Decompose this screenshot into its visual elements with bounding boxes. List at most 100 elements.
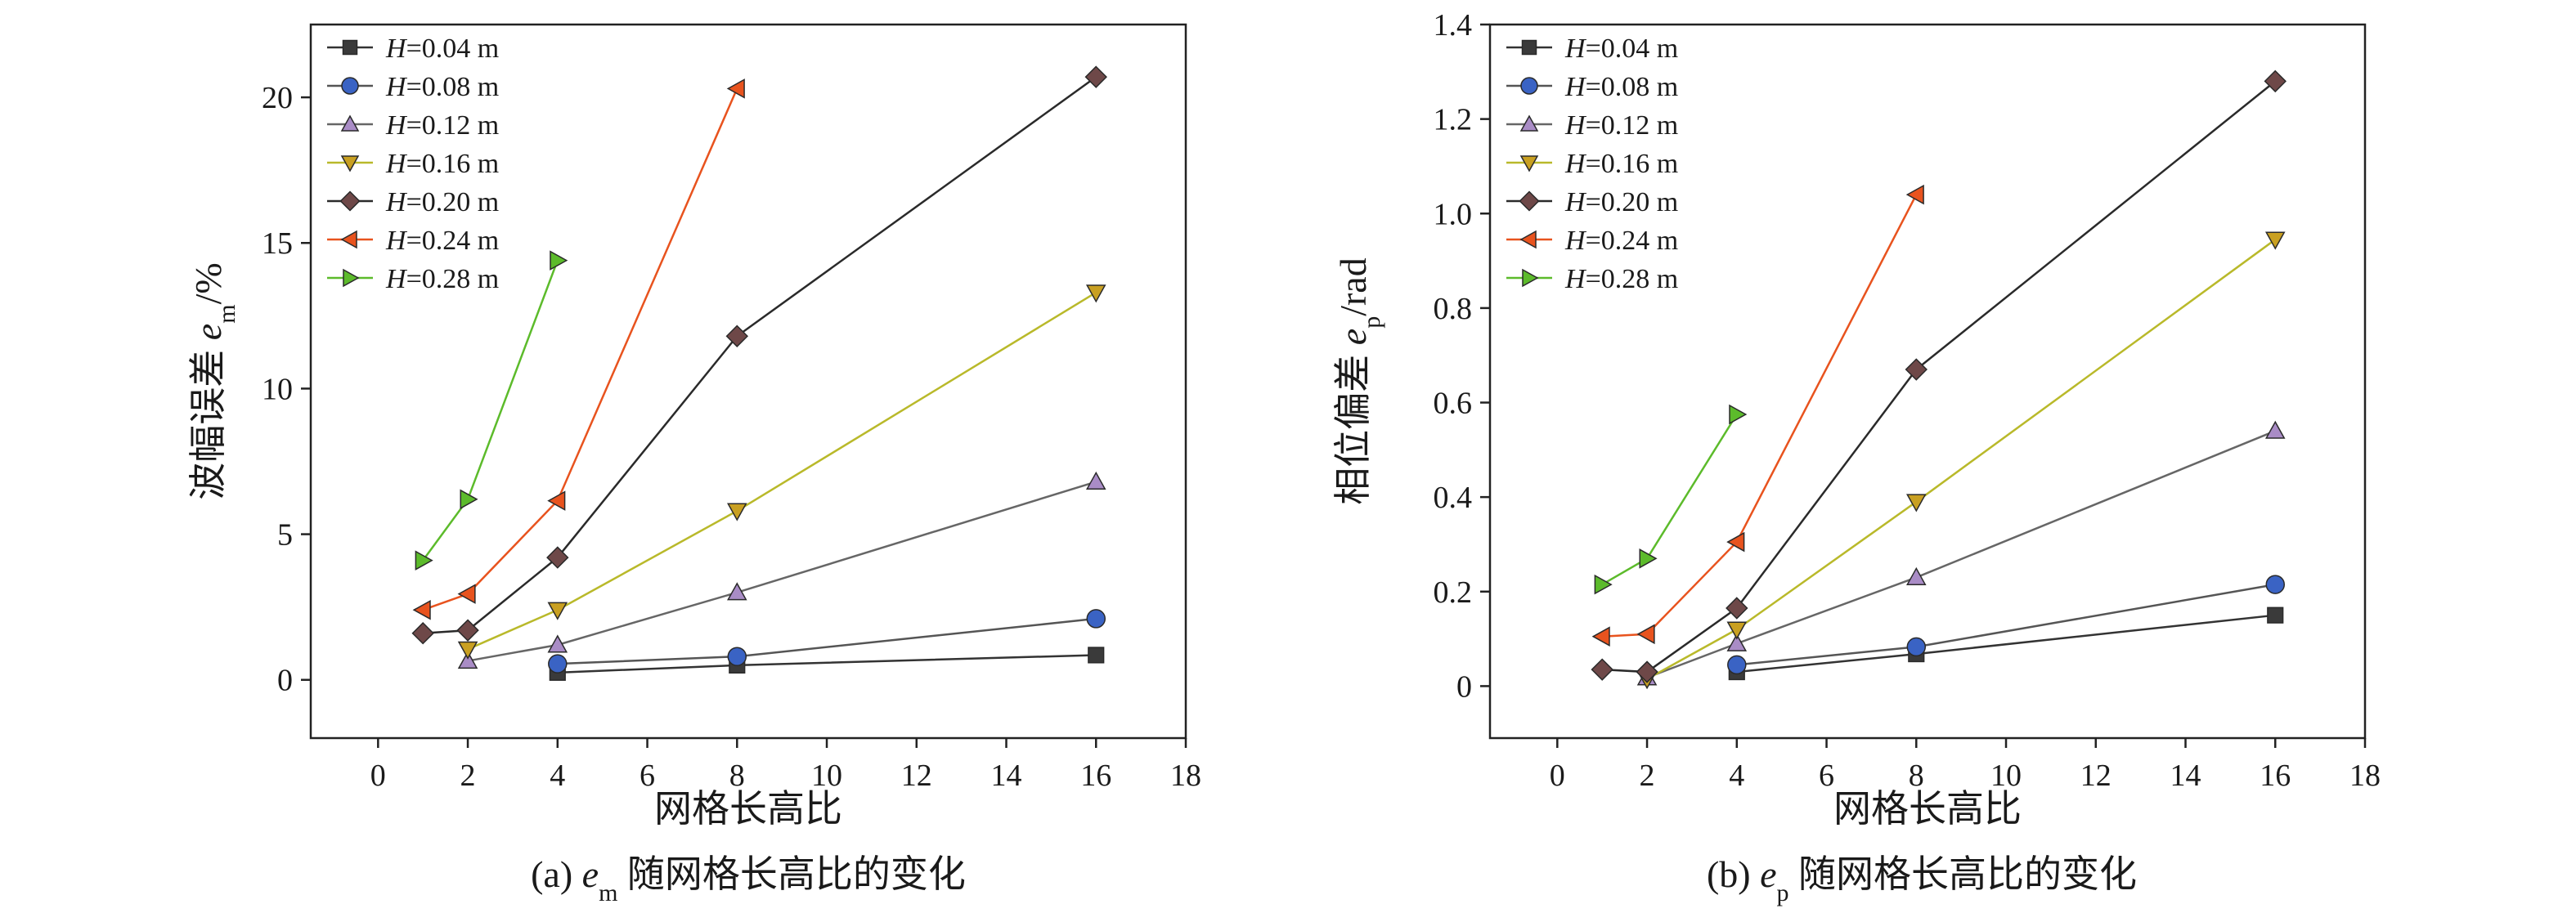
data-point <box>1726 633 1748 651</box>
y-tick-label: 0 <box>1456 669 1472 704</box>
data-point <box>547 602 568 620</box>
x-tick-label: 12 <box>901 759 932 793</box>
data-point <box>1726 597 1748 620</box>
plot-frame <box>309 23 1187 740</box>
data-point <box>1906 566 1927 585</box>
x-axis-title: 网格长高比 <box>654 788 842 830</box>
data-point <box>460 489 478 510</box>
series-line <box>422 260 559 562</box>
legend-label-h-0-28: H=0.28 m <box>1564 264 1678 294</box>
data-point <box>2264 420 2286 439</box>
plot-frame <box>1488 23 2367 740</box>
series-line <box>1601 414 1738 586</box>
y-tick-label: 0.6 <box>1434 387 1473 421</box>
x-tick-label: 8 <box>729 759 745 793</box>
x-tick-label: 2 <box>1640 759 1655 793</box>
data-point <box>1084 65 1107 88</box>
data-point <box>1905 358 1928 381</box>
legend-label-h-0-28: H=0.28 m <box>385 264 499 294</box>
legend-label-h-0-16: H=0.16 m <box>1564 149 1678 179</box>
x-tick-label: 0 <box>370 759 386 793</box>
y-axis-title-variable: e <box>187 324 229 340</box>
data-point <box>1086 609 1106 629</box>
series-h-0-28 <box>415 250 568 571</box>
figure-caption-prefix: (b) <box>1707 853 1760 895</box>
legend-marker <box>340 114 360 132</box>
x-tick-label: 12 <box>2080 759 2112 793</box>
legend-marker <box>1519 190 1540 212</box>
legend-label-h-0-24: H=0.24 m <box>385 226 499 256</box>
figure-caption-suffix: 随网格长高比的变化 <box>617 853 966 895</box>
y-axis-title-prefix: 波幅误差 <box>187 340 229 500</box>
data-point <box>1906 637 1927 657</box>
legend-label-h-0-20: H=0.20 m <box>385 187 499 217</box>
figure-caption-suffix: 随网格长高比的变化 <box>1789 853 2138 895</box>
legend: H=0.04 m H=0.08 m H=0.12 m H=0.16 m H=0.20 m… <box>1506 34 1678 294</box>
legend-marker <box>341 77 359 95</box>
chart-panel-b: 0 2 4 6 8 10 12 14 16 18 0 0.2 0.4 0.6 0.8 1.0 1.2 1.4 网格长… <box>1332 8 2381 906</box>
series-line <box>1646 430 2276 679</box>
legend-label-h-0-20: H=0.20 m <box>1564 187 1678 217</box>
y-tick-label: 1.4 <box>1434 8 1473 43</box>
y-axis-title: 相位偏差 ep/rad <box>1332 257 1385 504</box>
x-tick-label: 8 <box>1909 759 1924 793</box>
data-point <box>457 584 476 604</box>
data-point <box>1636 660 1658 683</box>
legend-label-h-0-04: H=0.04 m <box>385 34 499 64</box>
data-point <box>727 503 747 521</box>
data-point <box>546 546 569 569</box>
x-tick-label: 18 <box>2349 759 2381 793</box>
x-tick-label: 16 <box>1080 759 1111 793</box>
data-point <box>1729 404 1748 425</box>
figure-caption: (b) ep 随网格长高比的变化 <box>1707 853 2137 906</box>
y-axis-title-subscript: m <box>213 304 240 323</box>
data-point <box>1905 184 1924 205</box>
figure-caption-prefix: (a) <box>531 853 582 895</box>
x-tick-label: 0 <box>1550 759 1565 793</box>
data-point <box>550 250 568 271</box>
data-point <box>411 622 434 645</box>
series-h-0-04 <box>1728 606 2284 681</box>
series-h-0-28 <box>1594 404 1748 595</box>
data-point <box>2264 231 2286 250</box>
data-point <box>726 78 745 99</box>
figure-caption-variable: e <box>582 853 599 895</box>
y-tick-label: 20 <box>262 81 293 115</box>
y-tick-label: 0.2 <box>1434 575 1473 610</box>
series-h-0-04 <box>549 647 1105 681</box>
data-point <box>1088 647 1105 664</box>
y-tick-label: 10 <box>262 372 293 406</box>
data-point <box>412 599 431 620</box>
series-line <box>1602 80 2277 674</box>
legend-marker <box>1521 39 1537 56</box>
legend-label-h-0-24: H=0.24 m <box>1564 226 1678 256</box>
y-axis-title-variable: e <box>1332 329 1374 345</box>
y-axis-title-suffix: /% <box>187 262 229 304</box>
data-point <box>456 619 479 642</box>
y-tick-label: 0.8 <box>1434 292 1473 326</box>
data-point <box>457 641 478 660</box>
figure-caption-subscript: p <box>1777 879 1789 906</box>
legend-marker <box>343 268 360 288</box>
data-point <box>1726 621 1748 640</box>
series-h-0-16 <box>457 284 1106 660</box>
data-point <box>547 490 566 511</box>
x-tick-label: 6 <box>640 759 655 793</box>
data-point <box>2265 575 2286 594</box>
data-point <box>725 324 748 347</box>
legend-marker <box>340 155 360 172</box>
figure-caption: (a) em 随网格长高比的变化 <box>531 853 966 906</box>
series-line <box>422 87 738 611</box>
data-point <box>1727 655 1747 675</box>
y-tick-label: 15 <box>262 226 293 261</box>
series-line <box>1602 194 1918 638</box>
series-h-0-16 <box>1636 231 2286 690</box>
data-point <box>1594 574 1613 595</box>
figure-caption-subscript: m <box>599 879 617 906</box>
x-axis-title: 网格长高比 <box>1833 788 2022 830</box>
x-tick-label: 4 <box>550 759 565 793</box>
x-tick-label: 6 <box>1819 759 1834 793</box>
series-h-0-08 <box>548 609 1106 674</box>
x-tick-label: 10 <box>811 759 842 793</box>
data-point <box>415 550 433 571</box>
